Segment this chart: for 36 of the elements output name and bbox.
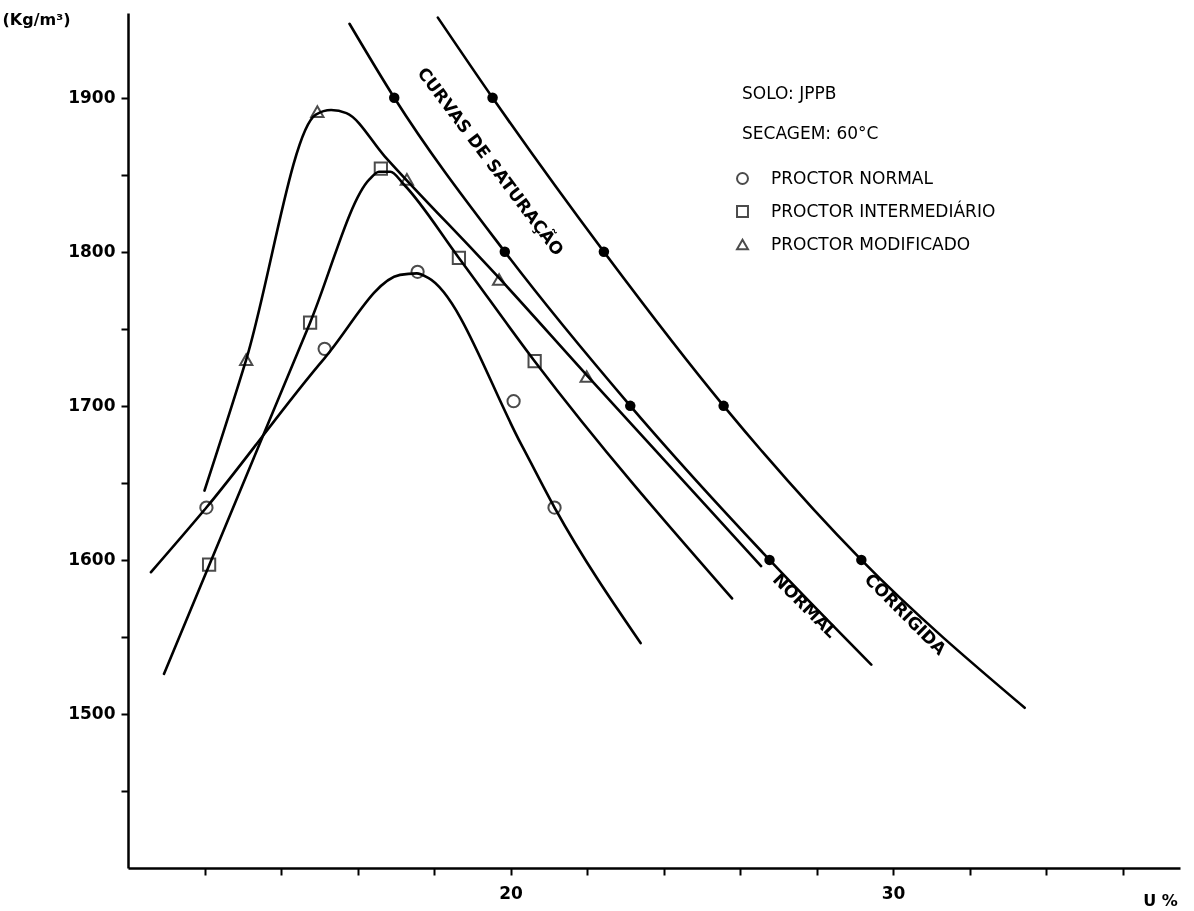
y-tick-label: 1500 — [68, 703, 116, 724]
point — [389, 92, 400, 103]
point — [856, 554, 867, 566]
point — [487, 92, 498, 103]
x-axis-title: U % — [1143, 890, 1178, 910]
legend-label: PROCTOR MODIFICADO — [771, 233, 971, 254]
point — [199, 500, 214, 515]
point — [598, 246, 610, 258]
point — [410, 264, 425, 279]
y-tick-label: 1800 — [68, 241, 116, 262]
annotation: SOLO: JPPB — [742, 83, 837, 103]
point — [579, 370, 594, 383]
point — [764, 554, 775, 566]
point — [201, 557, 217, 572]
point — [373, 161, 388, 176]
point — [317, 341, 332, 356]
legend-label: PROCTOR INTERMEDIÁRIO — [771, 199, 996, 221]
point — [302, 315, 318, 330]
y-tick-label: 1700 — [68, 395, 116, 416]
point — [625, 400, 636, 412]
point — [718, 400, 729, 412]
y-tick-label: 1900 — [68, 87, 116, 108]
y-axis-title: (Kg/m³) — [2, 9, 71, 29]
point — [239, 353, 254, 366]
point — [451, 250, 467, 266]
point — [506, 394, 521, 409]
point — [491, 273, 507, 286]
point — [399, 173, 414, 186]
point — [310, 105, 325, 118]
annotation: SECAGEM: 60°C — [742, 123, 879, 143]
point — [547, 500, 562, 515]
y-tick-label: 1600 — [68, 549, 116, 570]
x-tick-label: 20 — [499, 882, 524, 903]
point — [527, 354, 542, 369]
x-tick-label: 30 — [881, 882, 906, 903]
legend-label: PROCTOR NORMAL — [771, 167, 934, 188]
